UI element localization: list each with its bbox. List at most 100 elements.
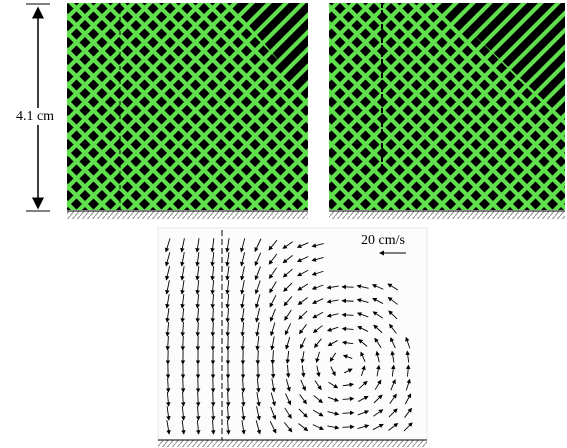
velocity-arrow bbox=[256, 378, 261, 393]
velocity-arrow bbox=[225, 322, 231, 337]
velocity-arrow bbox=[388, 310, 398, 320]
velocity-arrow bbox=[210, 322, 216, 337]
velocity-arrow bbox=[314, 338, 322, 349]
velocity-arrow bbox=[404, 393, 412, 405]
velocity-arrow bbox=[357, 410, 370, 416]
velocity-arrow bbox=[240, 294, 245, 309]
velocity-arrow bbox=[403, 422, 413, 432]
velocity-arrow bbox=[376, 364, 381, 377]
velocity-arrow bbox=[327, 340, 338, 346]
velocity-arrow bbox=[329, 352, 337, 362]
velocity-arrow bbox=[372, 311, 383, 319]
velocity-arrow bbox=[387, 283, 399, 291]
velocity-arrow bbox=[298, 310, 308, 320]
velocity-arrow bbox=[341, 326, 354, 332]
velocity-arrow bbox=[300, 351, 305, 364]
velocity-arrow bbox=[300, 379, 306, 392]
velocity-arrow bbox=[210, 280, 215, 295]
velocity-arrow bbox=[297, 269, 309, 277]
velocity-arrow bbox=[327, 425, 340, 430]
velocity-field bbox=[157, 227, 428, 447]
velocity-arrow bbox=[283, 282, 293, 292]
velocity-arrow bbox=[297, 283, 309, 291]
velocity-arrow bbox=[356, 312, 369, 318]
velocity-label: 20 cm/s bbox=[361, 233, 405, 248]
velocity-arrow bbox=[372, 297, 384, 305]
velocity-arrow bbox=[271, 378, 276, 393]
velocity-arrow bbox=[270, 350, 276, 365]
velocity-arrow bbox=[225, 392, 231, 407]
velocity-arrow bbox=[195, 238, 200, 253]
velocity-arrow bbox=[282, 268, 293, 278]
velocity-arrow bbox=[311, 270, 324, 276]
velocity-arrow bbox=[358, 339, 368, 347]
velocity-arrow bbox=[330, 366, 336, 377]
velocity-arrow bbox=[388, 422, 399, 431]
velocity-arrow bbox=[180, 308, 185, 323]
velocity-arrow bbox=[285, 364, 291, 378]
velocity-arrow bbox=[389, 393, 397, 404]
velocity-arrow bbox=[388, 408, 398, 418]
velocity-arrow bbox=[326, 313, 339, 318]
velocity-arrow bbox=[225, 294, 230, 309]
velocity-arrow bbox=[180, 322, 186, 337]
velocity-arrow bbox=[298, 423, 309, 432]
velocity-arrow bbox=[195, 322, 201, 337]
velocity-arrow bbox=[226, 406, 231, 421]
velocity-arrow bbox=[311, 257, 324, 262]
velocity-arrow bbox=[240, 280, 245, 295]
velocity-arrow bbox=[327, 411, 340, 416]
velocity-arrow bbox=[210, 406, 216, 421]
velocity-arrow bbox=[285, 393, 292, 406]
velocity-arrow bbox=[255, 322, 260, 337]
velocity-arrow bbox=[342, 382, 354, 387]
velocity-arrow bbox=[356, 284, 369, 289]
velocity-arrow bbox=[326, 326, 339, 332]
velocity-arrow bbox=[240, 378, 246, 393]
velocity-arrow bbox=[166, 406, 171, 421]
velocity-arrow bbox=[270, 336, 275, 351]
velocity-arrow bbox=[240, 308, 245, 323]
velocity-arrow bbox=[255, 336, 260, 351]
velocity-arrow bbox=[297, 297, 308, 306]
velocity-arrow bbox=[241, 420, 246, 435]
velocity-arrow bbox=[360, 365, 366, 376]
velocity-arrow bbox=[180, 392, 186, 407]
velocity-arrow bbox=[165, 294, 170, 309]
velocity-arrow bbox=[357, 396, 369, 402]
velocity-arrow bbox=[270, 364, 276, 379]
velocity-arrow bbox=[239, 238, 246, 253]
velocity-arrow bbox=[254, 252, 262, 267]
velocity-arrow bbox=[241, 392, 246, 407]
velocity-arrow bbox=[284, 323, 292, 336]
velocity-arrow bbox=[373, 394, 383, 404]
velocity-arrow bbox=[269, 281, 277, 294]
velocity-arrow bbox=[195, 406, 201, 421]
velocity-arrow bbox=[254, 280, 261, 295]
velocity-arrow bbox=[342, 410, 355, 416]
velocity-arrow bbox=[285, 337, 291, 350]
velocity-arrow bbox=[312, 424, 324, 430]
velocity-arrow bbox=[371, 284, 384, 290]
velocity-arrow bbox=[326, 285, 339, 290]
velocity-arrow bbox=[254, 266, 261, 281]
velocity-arrow bbox=[165, 322, 170, 337]
velocity-arrow bbox=[195, 252, 200, 267]
velocity-arrow bbox=[300, 337, 306, 349]
velocity-arrow bbox=[373, 324, 383, 334]
velocity-arrow bbox=[327, 396, 339, 402]
velocity-arrow bbox=[342, 354, 353, 360]
velocity-arrow bbox=[226, 420, 231, 435]
velocity-arrow bbox=[372, 423, 384, 431]
velocity-arrow bbox=[326, 299, 339, 304]
velocity-arrow bbox=[180, 252, 185, 267]
velocity-arrow bbox=[269, 420, 277, 434]
velocity-arrow bbox=[374, 379, 382, 390]
velocity-arrow bbox=[298, 324, 307, 335]
velocity-arrow bbox=[210, 252, 215, 267]
photo-left bbox=[67, 3, 308, 219]
velocity-arrow bbox=[358, 380, 368, 389]
velocity-arrow bbox=[195, 392, 201, 407]
velocity-arrow bbox=[254, 238, 262, 253]
velocity-arrow bbox=[283, 296, 293, 307]
